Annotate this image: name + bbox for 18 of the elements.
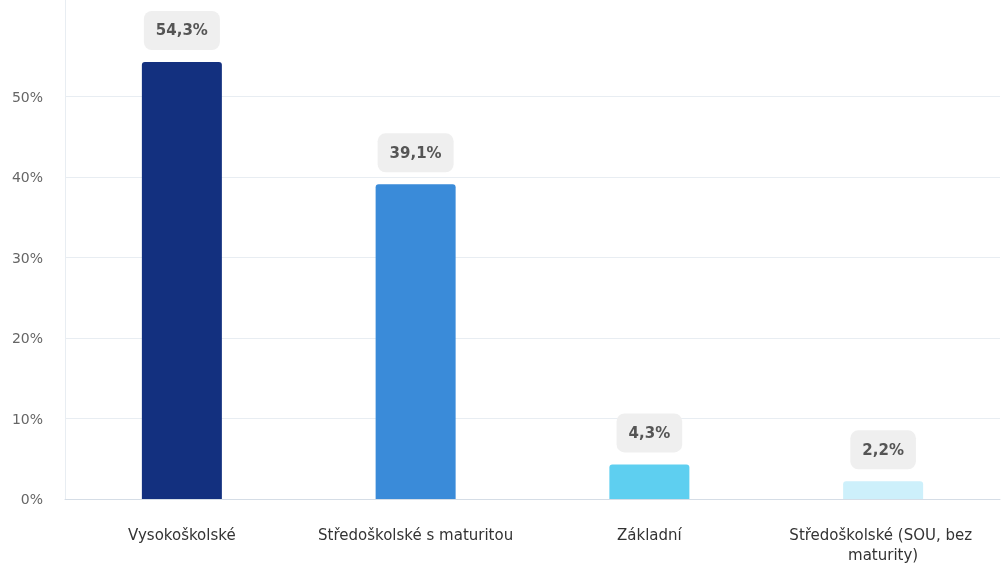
- bar: [141, 61, 222, 499]
- data-label: 39,1%: [389, 143, 442, 162]
- x-tick-label: Středoškolské s maturitou: [318, 526, 514, 544]
- x-tick-label: Vysokoškolské: [128, 526, 236, 544]
- x-tick-label: Středoškolské (SOU, bez maturity): [789, 526, 977, 564]
- data-label: 2,2%: [862, 440, 904, 459]
- bar: [609, 464, 690, 499]
- y-tick-label: 20%: [11, 330, 43, 347]
- data-label: 54,3%: [155, 21, 208, 40]
- y-tick-label: 30%: [11, 249, 43, 266]
- y-tick-label: 10%: [11, 410, 43, 427]
- x-tick-label: Základní: [617, 526, 683, 544]
- bar: [843, 481, 924, 499]
- bar: [375, 184, 456, 499]
- y-tick-label: 40%: [11, 169, 43, 186]
- y-tick-label: 0%: [20, 491, 43, 507]
- y-tick-label: 50%: [11, 88, 43, 105]
- data-label: 4,3%: [628, 423, 671, 442]
